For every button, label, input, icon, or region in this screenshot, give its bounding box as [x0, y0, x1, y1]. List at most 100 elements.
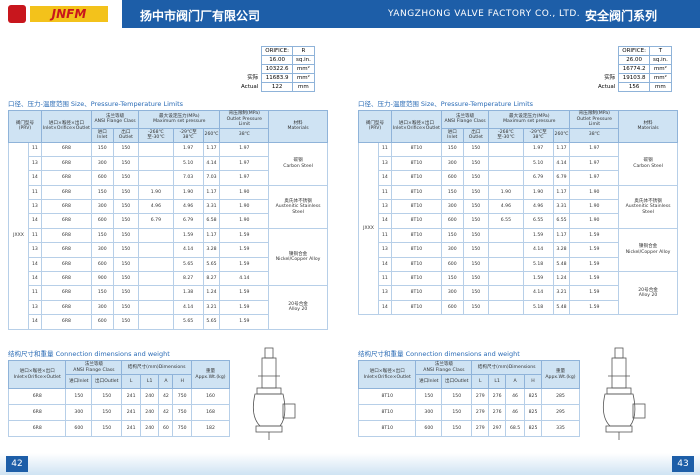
- text-en: Nickel/Copper Alloy: [275, 257, 321, 263]
- data-cell: [488, 155, 524, 172]
- data-cell: 4.14: [522, 242, 554, 258]
- data-cell: 5.10: [172, 155, 204, 172]
- data-cell: 11: [378, 141, 392, 157]
- data-cell: 7.03: [202, 170, 221, 186]
- logo-emblem: [8, 5, 26, 23]
- data-cell: 150: [112, 170, 140, 186]
- data-cell: 241: [121, 420, 141, 437]
- data-cell: 6.79: [552, 170, 571, 186]
- data-cell: 4.96: [138, 199, 174, 215]
- text-cn: 背压限制(MPa): [578, 111, 610, 116]
- data-cell: 300: [65, 404, 93, 421]
- data-cell: [138, 299, 174, 316]
- valve-drawing: [252, 347, 296, 440]
- data-cell: 300: [440, 155, 464, 172]
- data-cell: 6.79: [172, 213, 204, 229]
- text-cn: 20号合金: [638, 287, 658, 293]
- data-cell: 4.14: [552, 155, 571, 172]
- header-cell: -29℃至38℃: [172, 127, 204, 143]
- data-cell: 600: [65, 420, 93, 437]
- data-row: JXXX 11 6R8 150 150 1.97 1.17 1.97 碳钢 Carbon Stee…: [8, 141, 328, 330]
- orifice-cell: 26.00: [618, 55, 650, 65]
- data-cell: [138, 271, 174, 287]
- data-cell: 300: [440, 199, 464, 215]
- orifice-cell: 实际: [247, 74, 259, 81]
- data-cell: 6.55: [522, 213, 554, 229]
- orifice-cell: sq.in.: [291, 55, 315, 65]
- header-row: 进口×喉径×出口 Inlet×Orifice×Outlet 法兰等级 ANSI Fla…: [7, 360, 231, 389]
- data-cell: 150: [90, 141, 114, 157]
- data-cell: 13: [28, 299, 42, 316]
- header-cell: L1: [488, 374, 507, 389]
- data-cell: 750: [172, 404, 192, 421]
- data-cell: 1.17: [202, 184, 221, 201]
- section-title: 结构尺寸和重量 Connection dimensions and weight: [358, 350, 520, 358]
- section-title: 口径、压力-温度范围 Size、Pressure-Temperature Lim…: [358, 100, 533, 108]
- orifice-cell: sq.in.: [648, 55, 672, 65]
- orifice-row: 实际 19103.8 mm²: [595, 73, 672, 83]
- data-cell: 1.97: [569, 155, 620, 172]
- data-cell: 279: [471, 404, 490, 421]
- data-cell: 8T10: [390, 227, 442, 244]
- data-cell: 240: [139, 404, 160, 421]
- data-row: 6R8 300 150 241 240 42 750 168: [7, 404, 231, 421]
- data-cell: 1.90: [219, 213, 270, 229]
- data-cell: 1.97: [569, 170, 620, 186]
- data-cell: 6R8: [7, 420, 67, 437]
- data-cell: 600: [440, 299, 464, 316]
- data-cell: 8T10: [357, 388, 417, 405]
- data-cell: 1.90: [219, 199, 270, 215]
- data-cell: 11: [28, 184, 42, 201]
- text-cn: 背压限制(MPa): [228, 111, 260, 116]
- data-cell: 1.90: [172, 184, 204, 201]
- data-cell: 1.17: [202, 227, 221, 244]
- text-en: Carbon Steel: [633, 163, 663, 169]
- text-cn: 进口×喉径×出口: [48, 120, 85, 126]
- data-cell: 1.38: [172, 285, 204, 301]
- data-row: 13 6R8 300 150 4.96 4.96 3.31 1.90: [9, 199, 328, 215]
- data-cell: 1.59: [569, 299, 620, 316]
- orifice-table: ORIFICE: T 26.00 sq.in. 16774.2 mm² 实际 19103.8 m…: [595, 46, 672, 92]
- data-cell: 825: [524, 420, 542, 437]
- data-cell: 1.59: [219, 314, 270, 330]
- data-cell: 150: [112, 227, 140, 244]
- data-cell: 14: [378, 213, 392, 229]
- data-cell: 8.27: [172, 271, 204, 287]
- catalog-page: ORIFICE: T 26.00 sq.in. 16774.2 mm² 实际 19103.8 m…: [350, 28, 700, 453]
- data-cell: 160: [190, 388, 231, 405]
- orifice-row: ORIFICE: T: [595, 46, 672, 56]
- orifice-row: Actual 156 mm: [595, 82, 672, 92]
- data-cell: 4.14: [522, 285, 554, 301]
- data-cell: 6.79: [138, 213, 174, 229]
- header-cell: 进口Inlet: [440, 127, 464, 143]
- data-cell: [488, 285, 524, 301]
- data-cell: 14: [28, 170, 42, 186]
- catalog-page: ORIFICE: R 16.00 sq.in. 10322.6 mm² 实际 11683.9 m…: [0, 28, 350, 453]
- data-cell: 1.90: [569, 199, 620, 215]
- orifice-cell: [595, 56, 619, 65]
- data-cell: 600: [90, 213, 114, 229]
- text-cn: 镍铜合金: [288, 251, 308, 257]
- text-cn: 最大设定压力(MPa): [509, 113, 550, 119]
- data-cell: 1.59: [522, 271, 554, 287]
- data-cell: 5.18: [522, 299, 554, 316]
- data-cell: 3.21: [202, 299, 221, 316]
- header-cell: 重量 Appx.Wt.(kg): [540, 360, 581, 389]
- material-cell: 奥氏体不锈钢 Austenitic Stainless Steel: [618, 184, 678, 229]
- header-cell: 260℃: [552, 127, 571, 143]
- orifice-row: Actual 122 mm: [238, 82, 315, 92]
- data-cell: 3.21: [552, 285, 571, 301]
- data-cell: 150: [112, 155, 140, 172]
- material-cell: 20号合金 Alloy 20: [618, 271, 678, 316]
- data-cell: 295: [540, 404, 581, 421]
- data-cell: 42: [158, 404, 174, 421]
- data-cell: 6R8: [40, 285, 92, 301]
- orifice-cell: 19103.8: [618, 73, 650, 83]
- text-cn: 20号合金: [288, 301, 308, 307]
- orifice-cell: 11683.9: [261, 73, 293, 83]
- data-row: 13 8T10 300 150 5.10 4.14 1.97: [359, 155, 678, 172]
- model-cell: JXXX: [8, 141, 29, 330]
- orifice-cell: 122: [261, 82, 293, 92]
- header-cell: 最大设定压力(MPa) Maximum set pressure: [488, 110, 571, 129]
- data-cell: 14: [378, 170, 392, 186]
